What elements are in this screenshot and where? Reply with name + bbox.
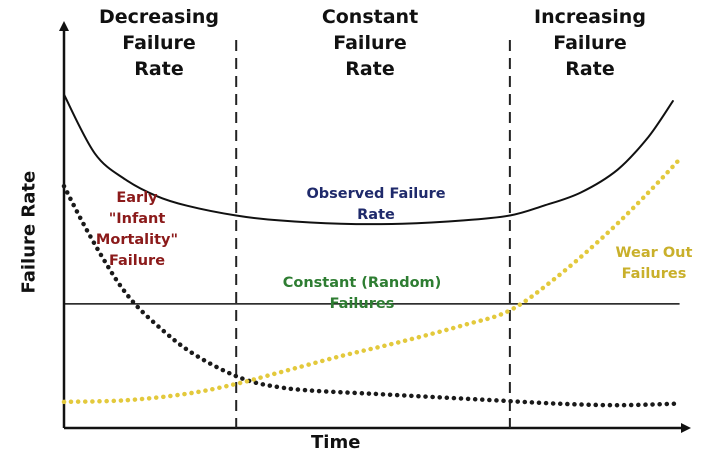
y-axis-label: Failure Rate <box>18 170 40 294</box>
observed-failure-rate-curve <box>63 93 674 226</box>
wear-out-failures-label: Wear Out Failures <box>615 245 693 282</box>
observed-failure-rate-label: Observed Failure Rate <box>306 186 446 223</box>
region-label-decreasing: Decreasing Failure Rate <box>99 6 219 80</box>
region-label-increasing: Increasing Failure Rate <box>534 6 646 80</box>
constant-random-failures-label: Constant (Random) Failures <box>282 275 442 312</box>
series-layer <box>61 93 682 408</box>
region-boundaries <box>235 40 511 428</box>
x-axis-label: Time <box>311 432 361 453</box>
region-label-constant: Constant Failure Rate <box>321 6 419 80</box>
infant-mortality-label: Early "Infant Mortality" Failure <box>95 190 179 269</box>
